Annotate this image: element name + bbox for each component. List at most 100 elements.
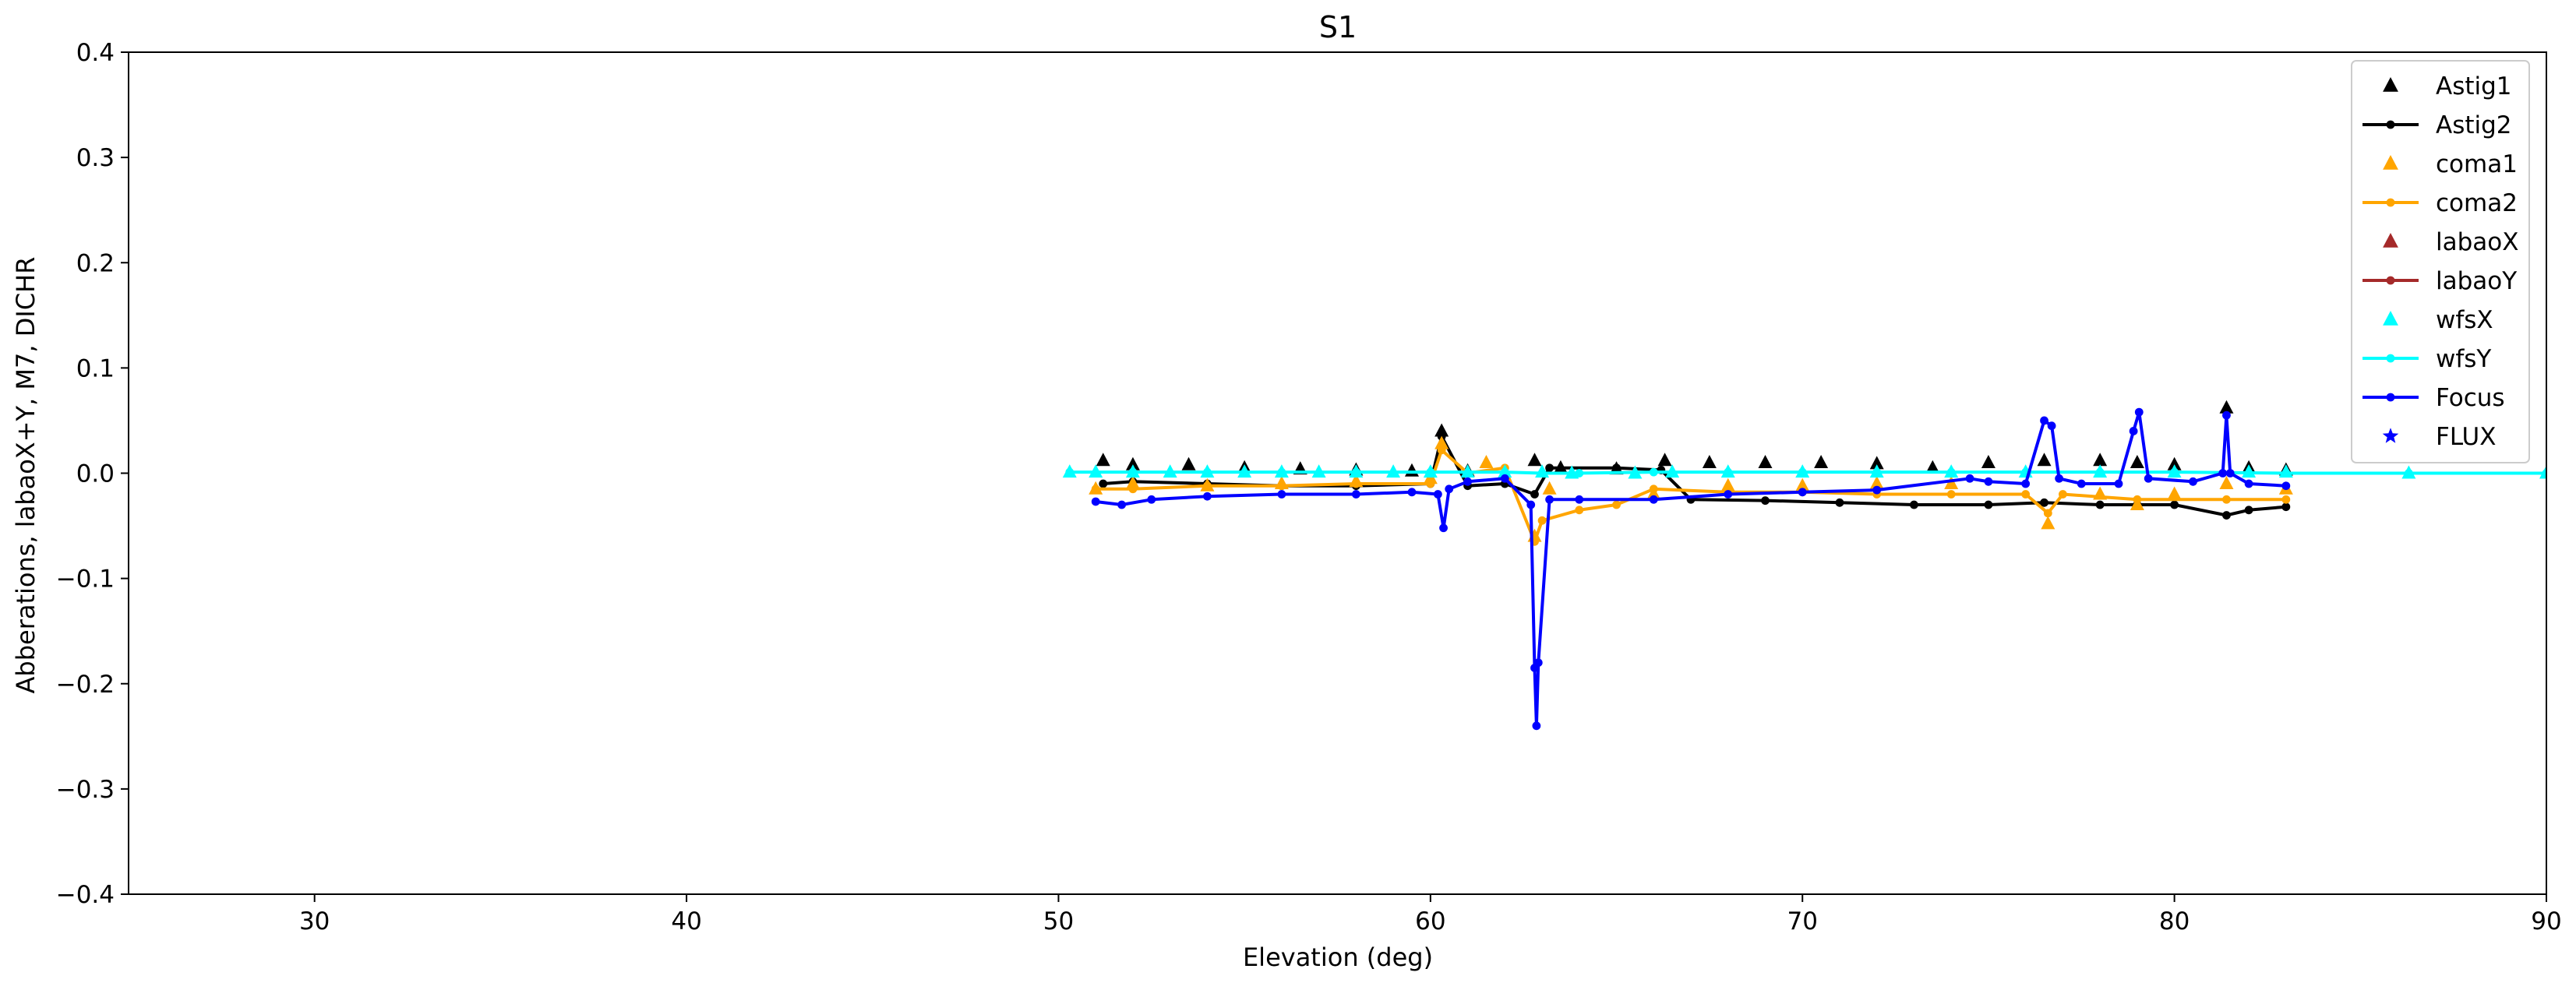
legend-entry-wfsx: wfsX xyxy=(2383,306,2493,334)
legend-box xyxy=(2351,60,2530,463)
data-point-astig1 xyxy=(1869,456,1884,470)
data-point-astig1 xyxy=(1702,454,1717,468)
data-point-focus xyxy=(2144,474,2153,483)
legend-entry-labaoy: labaoY xyxy=(2363,267,2517,295)
data-point-coma1 xyxy=(1869,476,1884,490)
legend-marker xyxy=(2386,120,2395,129)
data-point-coma2 xyxy=(2281,495,2291,504)
data-point-astig2 xyxy=(2222,511,2231,520)
plot-area xyxy=(1062,400,2546,731)
x-tick-label: 50 xyxy=(1043,907,1074,935)
data-point-focus xyxy=(1117,500,1127,509)
y-tick-label: −0.2 xyxy=(56,671,115,699)
data-point-focus xyxy=(1798,488,1807,497)
data-point-astig1 xyxy=(1181,456,1196,470)
legend-entry-astig2: Astig2 xyxy=(2363,111,2512,139)
data-point-astig2 xyxy=(1910,500,1918,509)
data-point-astig1 xyxy=(1758,454,1773,468)
data-point-astig2 xyxy=(1099,479,1108,488)
data-point-focus xyxy=(2218,469,2228,477)
data-point-coma1 xyxy=(2219,476,2234,490)
data-point-coma2 xyxy=(1203,481,1212,491)
data-point-focus xyxy=(1526,500,1536,509)
legend-marker xyxy=(2386,198,2395,207)
data-point-astig1 xyxy=(1814,454,1829,468)
data-point-coma2 xyxy=(2222,495,2231,504)
data-point-wfsy xyxy=(1946,467,1956,477)
data-point-wfsy xyxy=(2095,467,2105,477)
data-point-coma1 xyxy=(1542,481,1557,495)
data-point-coma1 xyxy=(1944,476,1959,490)
data-point-coma2 xyxy=(2133,495,2142,504)
legend-label: coma2 xyxy=(2436,189,2518,217)
data-point-astig1 xyxy=(1527,453,1542,467)
data-point-wfsy xyxy=(1872,467,1882,477)
data-point-wfsy xyxy=(1649,467,1658,477)
data-point-astig1 xyxy=(1434,423,1449,437)
x-tick-label: 40 xyxy=(671,907,701,935)
legend-entry-coma1: coma1 xyxy=(2383,150,2518,178)
data-point-focus xyxy=(1463,477,1472,486)
data-point-focus xyxy=(1872,485,1882,495)
data-point-coma2 xyxy=(1277,481,1286,491)
legend-label: labaoY xyxy=(2436,267,2517,295)
data-point-wfsy xyxy=(2542,469,2546,477)
data-point-coma2 xyxy=(1537,516,1547,525)
data-point-focus xyxy=(2225,469,2235,477)
data-point-focus xyxy=(1277,490,1286,499)
data-point-coma1 xyxy=(1479,454,1494,468)
data-point-astig2 xyxy=(1530,490,1539,499)
data-point-astig2 xyxy=(1612,463,1621,473)
x-axis: 30 40 50 60 70 80 90 xyxy=(299,894,2562,935)
data-point-astig2 xyxy=(1835,498,1844,507)
data-point-focus xyxy=(1351,490,1360,499)
data-point-astig2 xyxy=(2040,498,2048,507)
data-point-astig2 xyxy=(2281,502,2291,512)
data-point-focus xyxy=(2189,477,2197,486)
legend: Astig1 Astig2 coma1 coma2 labaoX labaoY wfsX wf… xyxy=(2351,60,2530,463)
data-point-focus xyxy=(2047,421,2056,431)
data-point-focus xyxy=(2114,479,2123,488)
data-point-focus xyxy=(2244,479,2253,488)
x-tick-label: 60 xyxy=(1415,907,1445,935)
data-point-coma2 xyxy=(1649,484,1658,494)
data-point-astig1 xyxy=(1125,456,1140,470)
y-tick-label: 0.1 xyxy=(76,354,115,382)
data-point-coma2 xyxy=(1946,490,1956,499)
y-tick-label: 0.2 xyxy=(76,249,115,277)
legend-label: Astig1 xyxy=(2436,72,2512,100)
data-point-wfsy xyxy=(2170,467,2179,477)
data-point-focus xyxy=(1984,477,1993,486)
data-point-coma1 xyxy=(1125,476,1140,490)
legend-marker xyxy=(2386,393,2395,402)
data-point-focus xyxy=(2077,479,2086,488)
data-point-focus xyxy=(1439,523,1448,533)
data-point-astig2 xyxy=(1545,463,1554,473)
legend-label: labaoX xyxy=(2436,228,2519,256)
y-axis: 0.4 0.3 0.2 0.1 0.0 −0.1 −0.2 −0.3 −0.4 xyxy=(56,39,129,909)
legend-marker xyxy=(2383,311,2398,326)
data-point-focus xyxy=(1965,474,1974,483)
legend-entry-flux: FLUX xyxy=(2382,423,2497,451)
data-point-astig2 xyxy=(2244,506,2253,515)
data-point-focus xyxy=(1407,488,1417,497)
data-point-wfsy xyxy=(1537,469,1547,477)
data-point-focus xyxy=(2222,410,2231,420)
y-tick-label: 0.0 xyxy=(76,460,115,488)
data-point-astig1 xyxy=(2219,400,2234,414)
x-tick-label: 70 xyxy=(1787,907,1818,935)
x-axis-label: Elevation (deg) xyxy=(1243,942,1433,972)
data-point-focus xyxy=(1545,495,1554,504)
data-point-wfsy xyxy=(1065,467,1075,477)
data-point-wfsy xyxy=(1426,467,1435,477)
data-point-coma2 xyxy=(1128,484,1138,494)
y-tick-label: −0.4 xyxy=(56,881,115,909)
legend-marker xyxy=(2386,276,2395,285)
legend-label: wfsX xyxy=(2436,306,2493,334)
legend-entry-labaox: labaoX xyxy=(2383,228,2519,256)
data-point-coma1 xyxy=(2167,486,2182,500)
data-point-coma1 xyxy=(2041,516,2056,530)
legend-marker xyxy=(2383,77,2398,92)
